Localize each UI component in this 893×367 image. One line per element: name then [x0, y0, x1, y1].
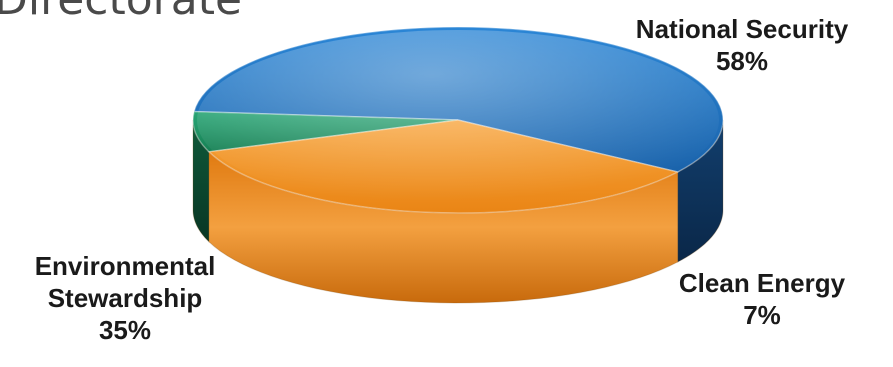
- slice-label-environmental-stewardship: Environmental: [35, 251, 216, 281]
- slice-label-national-security: National Security: [636, 14, 849, 44]
- pie-body: [192, 26, 724, 304]
- slice-label-clean-energy: Clean Energy: [679, 268, 846, 298]
- page-title: Directorate: [0, 0, 242, 22]
- pie-gloss: [197, 30, 719, 210]
- slice-label-environmental-stewardship: Stewardship: [48, 283, 203, 313]
- slice-percent-national-security: 58%: [716, 46, 768, 76]
- slice-percent-environmental-stewardship: 35%: [99, 315, 151, 345]
- slice-percent-clean-energy: 7%: [743, 300, 781, 330]
